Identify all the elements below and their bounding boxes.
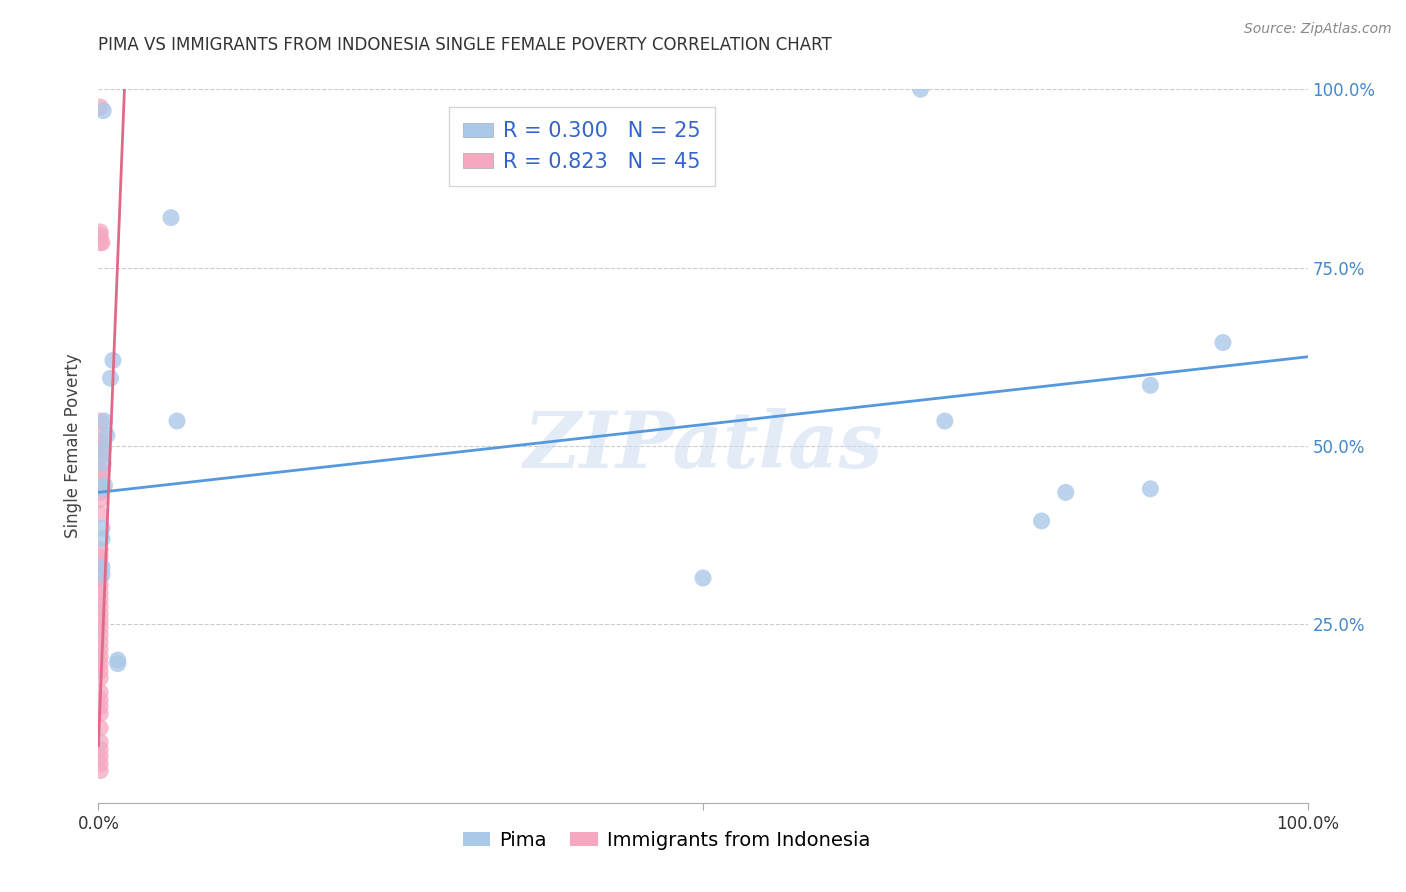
Point [89, 756, 111, 771]
Point [89, 492, 111, 507]
Point [1139, 378, 1161, 392]
Point [89, 235, 111, 250]
Point [107, 657, 129, 671]
Y-axis label: Single Female Poverty: Single Female Poverty [65, 354, 83, 538]
Point [89, 507, 111, 521]
Point [89, 692, 111, 706]
Point [89, 614, 111, 628]
Point [89, 628, 111, 642]
Point [89, 450, 111, 464]
Point [89, 464, 111, 478]
Point [89, 621, 111, 635]
Point [89, 228, 111, 243]
Point [89, 471, 111, 485]
Point [89, 657, 111, 671]
Point [1031, 514, 1053, 528]
Point [89, 585, 111, 599]
Point [89, 428, 111, 442]
Point [89, 599, 111, 614]
Point [1139, 482, 1161, 496]
Text: ZIPatlas: ZIPatlas [523, 408, 883, 484]
Point [89, 478, 111, 492]
Point [89, 557, 111, 571]
Point [89, 607, 111, 621]
Point [692, 571, 714, 585]
Point [89, 435, 111, 450]
Legend: Pima, Immigrants from Indonesia: Pima, Immigrants from Indonesia [456, 822, 879, 857]
Point [89, 564, 111, 578]
Point [89, 721, 111, 735]
Point [89, 685, 111, 699]
Point [89, 485, 111, 500]
Point [89, 671, 111, 685]
Point [89, 592, 111, 607]
Point [101, 353, 124, 368]
Point [89, 649, 111, 664]
Point [91, 103, 114, 118]
Point [89, 735, 111, 749]
Point [91, 442, 114, 457]
Point [100, 371, 122, 385]
Point [107, 653, 129, 667]
Point [89, 742, 111, 756]
Point [89, 635, 111, 649]
Point [1054, 485, 1077, 500]
Point [89, 414, 111, 428]
Point [1212, 335, 1234, 350]
Point [89, 100, 111, 114]
Point [96, 428, 118, 442]
Point [89, 578, 111, 592]
Point [89, 442, 111, 457]
Point [91, 457, 114, 471]
Point [89, 542, 111, 557]
Point [166, 414, 188, 428]
Point [91, 235, 114, 250]
Point [160, 211, 183, 225]
Point [89, 225, 111, 239]
Point [89, 706, 111, 721]
Point [91, 521, 114, 535]
Point [91, 532, 114, 546]
Point [93, 478, 115, 492]
Point [91, 560, 114, 574]
Text: PIMA VS IMMIGRANTS FROM INDONESIA SINGLE FEMALE POVERTY CORRELATION CHART: PIMA VS IMMIGRANTS FROM INDONESIA SINGLE… [98, 36, 832, 54]
Point [89, 549, 111, 564]
Point [91, 567, 114, 582]
Point [89, 664, 111, 678]
Point [934, 414, 956, 428]
Point [93, 414, 115, 428]
Point [89, 764, 111, 778]
Point [89, 642, 111, 657]
Point [91, 482, 114, 496]
Point [910, 82, 932, 96]
Point [89, 699, 111, 714]
Text: Source: ZipAtlas.com: Source: ZipAtlas.com [1244, 22, 1392, 37]
Point [89, 749, 111, 764]
Point [89, 571, 111, 585]
